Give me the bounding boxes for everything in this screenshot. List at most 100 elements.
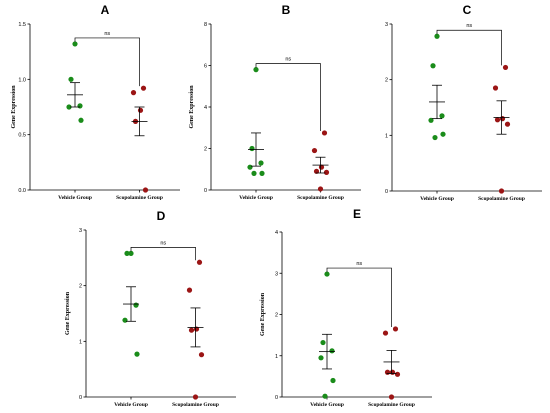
y-tick-label: 8: [204, 22, 207, 28]
scopolamine-point: [323, 169, 330, 175]
x-tick-label: Vehicle Group: [58, 195, 92, 201]
vehicle-point: [320, 339, 326, 346]
y-tick-label: 6: [204, 64, 207, 70]
y-tick-label: 1.0: [18, 77, 26, 83]
significance-bracket: [436, 29, 502, 66]
scopolamine-point: [494, 117, 501, 123]
scopolamine-point: [192, 394, 199, 400]
x-tick-label: Vehicle Group: [114, 402, 148, 408]
significance-label: ns: [104, 31, 110, 37]
panel-a: A 0.0 0.5 1.0 1.5 Vehicle Group Scopolamine Gr…: [11, 3, 180, 201]
vehicle-point: [134, 351, 140, 357]
y-axis-title: Gene Expression: [260, 292, 266, 336]
panel-d: D 0 1 2 3 Vehicle Group Scopolamine Group Gene …: [65, 209, 236, 408]
scopolamine-point: [142, 187, 149, 193]
significance-bracket: [130, 247, 196, 261]
scopolamine-point: [140, 85, 147, 91]
vehicle-point: [322, 393, 328, 399]
significance-label: ns: [356, 261, 362, 267]
vehicle-point: [330, 377, 336, 384]
scopolamine-point: [137, 107, 144, 113]
y-tick-label: 0.0: [18, 188, 26, 194]
panel-letter: B: [282, 3, 291, 17]
panel-e: E 0 1 2 3 4 Vehicle Group Scopolamine Group Gene…: [260, 207, 432, 408]
panel-letter: A: [101, 3, 110, 17]
vehicle-point: [434, 33, 440, 39]
vehicle-point: [432, 134, 438, 141]
scopolamine-point: [502, 64, 509, 71]
vehicle-point: [124, 250, 130, 256]
vehicle-point: [133, 302, 139, 308]
panel-letter: C: [463, 3, 472, 17]
y-tick-label: 1.5: [18, 22, 26, 28]
scopolamine-point: [196, 259, 203, 265]
scopolamine-point: [394, 371, 401, 377]
x-tick-label: Scopolamine Group: [297, 195, 344, 201]
y-tick-label: 2: [79, 284, 82, 290]
y-tick-label: 0: [79, 395, 82, 401]
y-axis-title: Gene Expression: [65, 291, 71, 335]
y-tick-label: 0.5: [18, 133, 26, 139]
y-tick-label: 2: [275, 313, 278, 319]
y-axis-title: Gene Expression: [189, 85, 195, 129]
significance-label: ns: [285, 57, 291, 63]
y-tick-label: 1: [79, 339, 82, 345]
x-tick-label: Scopolamine Group: [172, 402, 219, 408]
scopolamine-point: [311, 147, 318, 154]
scopolamine-point: [388, 394, 395, 400]
vehicle-point: [440, 131, 446, 137]
scopolamine-point: [384, 369, 391, 375]
vehicle-point: [329, 348, 335, 354]
y-tick-label: 3: [275, 271, 278, 277]
scopolamine-point: [499, 116, 506, 122]
significance-label: ns: [466, 23, 472, 29]
panel-b: B 0 2 4 6 8 Vehicle Group Scopolamine Group Gene…: [189, 3, 361, 201]
y-tick-label: 1: [275, 354, 278, 360]
panel-letter: D: [157, 209, 166, 223]
vehicle-point: [318, 355, 324, 361]
scopolamine-point: [392, 326, 399, 332]
x-tick-label: Scopolamine Group: [368, 402, 415, 408]
vehicle-point: [128, 250, 134, 256]
panel-c: C 0 1 2 3 Vehicle Group Scopolamine Group ns: [385, 3, 542, 202]
vehicle-point: [253, 67, 259, 73]
x-tick-label: Vehicle Group: [420, 196, 454, 202]
vehicle-point: [258, 160, 264, 166]
y-tick-label: 2: [385, 78, 388, 84]
vehicle-point: [249, 145, 255, 152]
scopolamine-point: [498, 188, 505, 194]
scopolamine-point: [186, 287, 193, 293]
y-tick-label: 0: [275, 395, 278, 401]
vehicle-point: [247, 164, 253, 170]
panel-letter: E: [353, 207, 361, 221]
y-tick-label: 0: [204, 188, 207, 194]
scopolamine-point: [188, 327, 195, 333]
y-tick-label: 4: [204, 105, 207, 111]
vehicle-point: [68, 76, 74, 82]
scopolamine-point: [382, 330, 389, 336]
vehicle-point: [122, 317, 128, 323]
x-tick-label: Scopolamine Group: [116, 195, 163, 201]
vehicle-point: [72, 41, 78, 47]
vehicle-point: [77, 103, 83, 109]
scopolamine-point: [130, 90, 137, 96]
vehicle-point: [78, 117, 84, 123]
scopolamine-point: [321, 130, 328, 136]
vehicle-point: [66, 104, 72, 110]
y-axis-title: Gene Expression: [11, 85, 17, 129]
x-tick-label: Vehicle Group: [239, 195, 273, 201]
significance-bracket: [74, 37, 140, 87]
x-tick-label: Scopolamine Group: [478, 196, 525, 202]
significance-bracket: [255, 63, 321, 131]
vehicle-point: [439, 113, 445, 119]
scopolamine-point: [492, 85, 499, 91]
scopolamine-point: [504, 121, 511, 127]
vehicle-point: [259, 170, 265, 176]
vehicle-point: [251, 170, 257, 176]
y-tick-label: 1: [385, 133, 388, 139]
vehicle-point: [324, 271, 330, 277]
y-tick-label: 2: [204, 147, 207, 153]
x-tick-label: Vehicle Group: [310, 402, 344, 408]
scopolamine-point: [198, 352, 205, 358]
